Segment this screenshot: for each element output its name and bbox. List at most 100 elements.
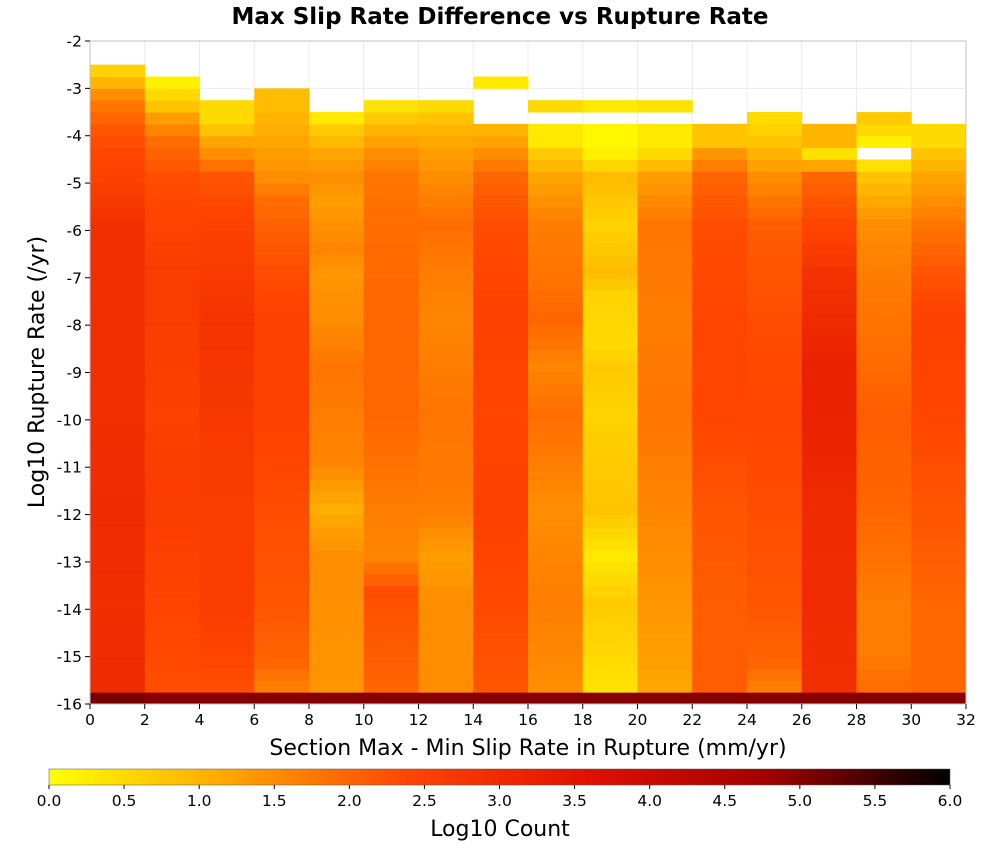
heatmap-cell — [363, 656, 419, 669]
heatmap-cell — [582, 147, 638, 160]
heatmap-cell — [199, 372, 255, 385]
heatmap-cell — [199, 171, 255, 184]
heatmap-cell — [582, 514, 638, 527]
heatmap-cell — [911, 396, 967, 409]
heatmap-cell — [528, 561, 584, 575]
heatmap-cell — [637, 573, 693, 587]
heatmap-cell — [747, 254, 803, 267]
y-tick-label: -10 — [57, 411, 82, 429]
y-tick-label: -4 — [67, 127, 82, 145]
heatmap-cell — [582, 360, 638, 373]
heatmap-cell — [637, 632, 693, 646]
heatmap-cell — [692, 135, 748, 149]
heatmap-cell — [309, 123, 365, 137]
colorbar-tick-label: 1.0 — [187, 792, 212, 810]
heatmap-cell — [199, 100, 255, 113]
heatmap-cell — [528, 419, 584, 433]
heatmap-cell — [309, 692, 365, 705]
heatmap-cell — [637, 538, 693, 551]
heatmap-cell — [856, 135, 912, 149]
heatmap-cell — [90, 348, 146, 362]
heatmap-cell — [801, 561, 857, 575]
heatmap-cell — [199, 336, 255, 350]
heatmap-cell — [637, 147, 693, 160]
heatmap-cell — [801, 419, 857, 433]
heatmap-cell — [199, 656, 255, 669]
heatmap-cell — [254, 206, 310, 220]
heatmap-cell — [637, 680, 693, 693]
heatmap-cell — [473, 431, 529, 445]
heatmap-cell — [911, 514, 967, 527]
heatmap-cell — [473, 265, 529, 279]
heatmap-cell — [856, 609, 912, 622]
heatmap-cell — [254, 396, 310, 409]
heatmap-cell — [582, 242, 638, 255]
heatmap-cell — [144, 419, 200, 433]
heatmap-cell — [90, 277, 146, 291]
heatmap-cell — [856, 301, 912, 314]
heatmap-cell — [363, 135, 419, 149]
heatmap-cell — [254, 644, 310, 658]
heatmap-cell — [90, 597, 146, 610]
heatmap-cell — [528, 301, 584, 314]
heatmap-cell — [528, 348, 584, 362]
colorbar-tick-label: 3.5 — [562, 792, 587, 810]
heatmap-cell — [637, 206, 693, 220]
heatmap-cell — [747, 692, 803, 705]
colorbar-tick-label: 5.0 — [788, 792, 813, 810]
heatmap-cell — [637, 656, 693, 669]
heatmap-cell — [801, 218, 857, 231]
heatmap-cell — [856, 242, 912, 255]
colorbar-tick-label: 0.0 — [37, 792, 62, 810]
heatmap-cell — [363, 384, 419, 397]
heatmap-cell — [801, 621, 857, 634]
heatmap-cell — [528, 467, 584, 480]
heatmap-cell — [528, 183, 584, 196]
heatmap-cell — [199, 692, 255, 705]
x-axis-ticks: 0 2 4 6 8 10 12 14 16 18 20 22 24 26 28 30 32 — [85, 704, 976, 729]
heatmap-cell — [856, 692, 912, 705]
heatmap-cell — [90, 632, 146, 646]
colorbar-tick-label: 3.0 — [487, 792, 512, 810]
heatmap-cell — [582, 100, 638, 113]
heatmap-cell — [418, 585, 474, 598]
heatmap-cell — [637, 419, 693, 433]
heatmap-cell — [856, 384, 912, 397]
heatmap-cell — [692, 408, 748, 421]
heatmap-cell — [528, 644, 584, 658]
heatmap-cell — [473, 526, 529, 539]
heatmap-cell — [473, 680, 529, 693]
heatmap-cell — [90, 561, 146, 575]
heatmap-cell — [254, 171, 310, 184]
y-tick-label: -2 — [67, 33, 82, 51]
heatmap-cell — [801, 502, 857, 516]
heatmap-cell — [363, 218, 419, 231]
heatmap-cell — [747, 632, 803, 646]
heatmap-cell — [528, 490, 584, 504]
heatmap-cell — [199, 490, 255, 504]
heatmap-cell — [473, 242, 529, 255]
heatmap-cell — [199, 632, 255, 646]
heatmap-cell — [254, 550, 310, 563]
heatmap-cell — [801, 490, 857, 504]
heatmap-cell — [911, 585, 967, 598]
heatmap-cell — [418, 597, 474, 610]
heatmap-cell — [90, 265, 146, 279]
heatmap-cell — [801, 443, 857, 456]
heatmap-cell — [692, 479, 748, 492]
heatmap-cell — [856, 597, 912, 610]
heatmap-cell — [473, 656, 529, 669]
heatmap-cell — [199, 526, 255, 539]
heatmap-cell — [90, 585, 146, 598]
heatmap-cell — [254, 585, 310, 598]
heatmap-cell — [199, 147, 255, 160]
x-tick-label: 18 — [573, 711, 593, 729]
heatmap-cell — [856, 123, 912, 137]
heatmap-cell — [801, 336, 857, 350]
heatmap-cell — [692, 218, 748, 231]
heatmap-cell — [582, 455, 638, 468]
heatmap-cell — [90, 644, 146, 658]
heatmap-cell — [692, 561, 748, 575]
heatmap-cell — [363, 467, 419, 480]
heatmap-cell — [199, 230, 255, 243]
